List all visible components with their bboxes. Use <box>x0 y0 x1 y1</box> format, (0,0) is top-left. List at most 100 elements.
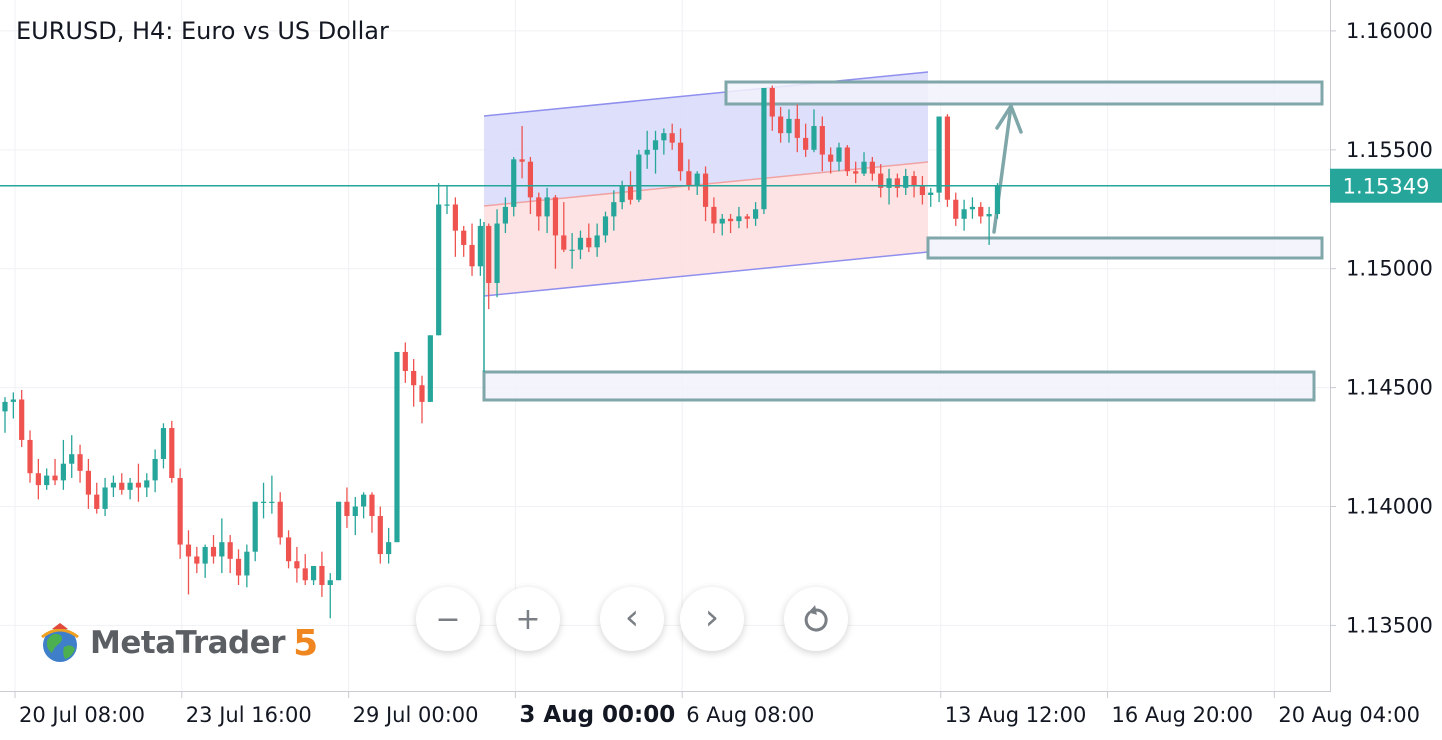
candle-body <box>928 192 934 195</box>
candle-body <box>686 171 692 186</box>
price-tick-label: 1.16000 <box>1346 19 1433 43</box>
time-tick-label: 16 Aug 20:00 <box>1112 703 1254 727</box>
logo-version: 5 <box>293 622 318 664</box>
candle-body <box>786 118 792 134</box>
candle-body <box>10 399 16 402</box>
candle-body <box>953 199 959 219</box>
current-price-label-bg <box>1330 168 1442 203</box>
demand-zone[interactable] <box>482 370 1316 402</box>
minus-icon: − <box>435 601 461 637</box>
resistance-zone[interactable] <box>724 80 1324 106</box>
candle-body <box>144 480 150 488</box>
candle-body <box>811 126 817 150</box>
candle-body <box>577 237 584 250</box>
candle-body <box>310 565 317 581</box>
chart-title: EURUSD, H4: Euro vs US Dollar <box>16 17 389 45</box>
candle-body <box>753 209 759 219</box>
candle-body <box>302 568 308 581</box>
candle-body <box>377 516 383 555</box>
channel-lower-line[interactable] <box>483 251 929 297</box>
candle-body <box>994 185 1001 215</box>
price-tick-label: 1.15000 <box>1346 257 1433 281</box>
candle-body <box>561 235 567 250</box>
candle-body <box>702 173 709 207</box>
time-tick-label: 20 Aug 04:00 <box>1278 703 1420 727</box>
current-price-label: 1.15349 <box>1330 168 1442 203</box>
candle-body <box>569 249 575 251</box>
candle-body <box>35 473 41 486</box>
candle-body <box>594 235 600 248</box>
globe-icon <box>41 623 79 662</box>
candle-body <box>544 197 550 217</box>
candle-body <box>644 149 650 155</box>
candle-body <box>586 237 592 248</box>
candle-body <box>711 206 717 224</box>
candle-body <box>861 161 867 174</box>
candle-body <box>294 561 300 569</box>
reset-chart-button[interactable] <box>784 587 848 651</box>
candle-body <box>903 175 909 188</box>
candle-body <box>411 370 417 386</box>
candle-body <box>227 542 233 559</box>
candle-body <box>611 202 617 217</box>
candle-body <box>252 501 258 552</box>
candle-body <box>69 454 75 464</box>
candle-body <box>536 197 542 217</box>
candle-body <box>402 351 408 371</box>
candle-body <box>394 351 400 543</box>
arrow-head <box>995 104 1023 134</box>
candle-body <box>194 556 200 564</box>
candle-body <box>719 218 725 224</box>
scroll-forward-button[interactable]: › <box>680 587 744 651</box>
plus-icon: + <box>515 601 541 637</box>
candle-body <box>803 137 809 150</box>
zoom-out-button[interactable]: − <box>416 587 480 651</box>
candle-body <box>869 161 875 174</box>
candle-body <box>652 140 659 150</box>
candle-body <box>969 206 976 210</box>
candle-body <box>486 225 492 283</box>
candle-body <box>44 475 50 486</box>
candle-body <box>444 204 450 206</box>
candle-body <box>494 223 500 283</box>
candle-body <box>319 565 325 585</box>
support-zone[interactable] <box>926 236 1324 260</box>
candle-body <box>511 159 517 207</box>
time-tick-label: 29 Jul 00:00 <box>353 703 479 727</box>
chevron-left-icon: ‹ <box>624 596 640 638</box>
candle-body <box>769 87 775 117</box>
candle-body <box>469 244 475 267</box>
candle-body <box>844 147 850 172</box>
reset-icon <box>804 605 828 632</box>
candle-body <box>886 178 892 188</box>
candle-body <box>452 204 458 231</box>
candle-body <box>27 439 33 474</box>
candle-body <box>269 501 275 503</box>
time-tick-label: 3 Aug 00:00 <box>519 702 675 728</box>
time-tick-label: 13 Aug 12:00 <box>945 703 1087 727</box>
zoom-in-button[interactable]: + <box>496 587 560 651</box>
candle-body <box>894 178 900 188</box>
chevron-right-icon: › <box>704 596 720 638</box>
candle-body <box>336 501 342 581</box>
candle-body <box>794 118 800 138</box>
time-axis[interactable]: 20 Jul 08:00 23 Jul 16:00 29 Jul 00:00 3 Au… <box>14 692 1420 728</box>
candle-body <box>527 161 534 198</box>
current-price-value: 1.15349 <box>1343 175 1430 199</box>
candle-body <box>2 401 8 412</box>
scroll-back-button[interactable]: ‹ <box>600 587 664 651</box>
candle-body <box>736 216 742 222</box>
metatrader-logo: MetaTrader 5 <box>38 620 318 666</box>
candle-body <box>260 501 267 503</box>
candle-body <box>636 154 642 200</box>
candle-body <box>519 159 525 162</box>
candle-body <box>177 477 183 545</box>
candle-body <box>694 173 700 186</box>
price-axis[interactable]: 1.16000 1.15500 1.15000 1.14500 1.14000 1.135… <box>1330 19 1433 638</box>
candle-body <box>361 494 367 507</box>
channel-upper-line[interactable] <box>483 71 929 117</box>
candle-body <box>85 470 91 495</box>
candle-body <box>461 230 467 245</box>
candle-body <box>836 147 842 162</box>
